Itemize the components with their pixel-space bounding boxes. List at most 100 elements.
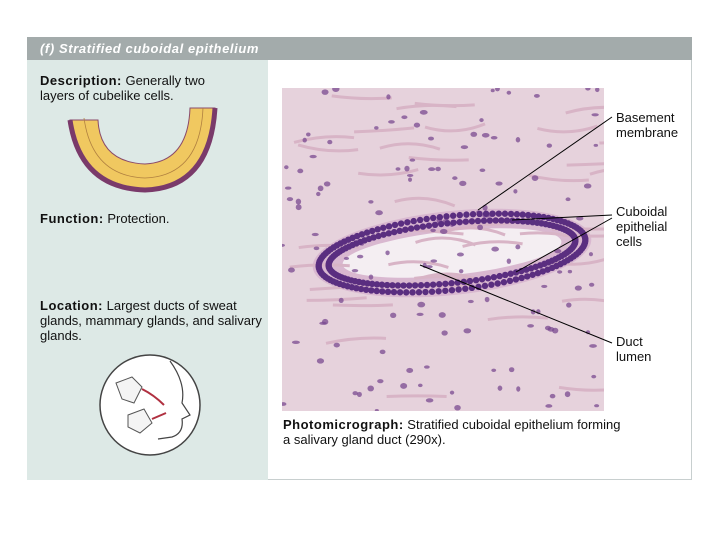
nucleus	[490, 88, 495, 93]
nucleus	[357, 254, 364, 259]
nucleus	[547, 326, 555, 332]
nucleus	[479, 168, 486, 172]
epithelial-nucleus	[489, 210, 496, 217]
epithelial-nucleus	[502, 271, 509, 279]
epithelial-nucleus	[449, 212, 457, 219]
nucleus	[491, 368, 497, 373]
nucleus	[460, 145, 469, 150]
fiber	[487, 315, 548, 322]
epithelial-nucleus	[456, 211, 464, 219]
epithelial-nucleus	[416, 216, 424, 224]
nucleus	[470, 131, 478, 137]
epithelial-nucleus	[490, 274, 498, 281]
nucleus	[576, 216, 584, 221]
nucleus	[338, 297, 344, 304]
nucleus	[430, 259, 438, 263]
nucleus	[406, 173, 414, 177]
epithelial-nucleus	[524, 218, 532, 225]
epithelial-nucleus	[385, 223, 393, 230]
epithelial-nucleus	[488, 281, 495, 288]
epithelial-nucleus	[389, 282, 396, 289]
nucleus	[385, 250, 390, 256]
epithelial-nucleus	[462, 218, 470, 225]
nucleus	[311, 232, 319, 237]
nucleus	[545, 404, 553, 408]
epithelial-nucleus	[430, 214, 437, 222]
nucleus	[406, 367, 414, 373]
fiber	[394, 196, 456, 208]
epithelial-nucleus	[410, 217, 417, 225]
nucleus	[566, 302, 572, 308]
epithelial-nucleus	[370, 234, 377, 241]
epithelial-nucleus	[495, 210, 502, 217]
nucleus	[356, 391, 362, 398]
epithelial-nucleus	[380, 231, 387, 238]
duct	[141, 388, 165, 406]
epithelial-nucleus	[507, 210, 515, 218]
gland	[127, 408, 153, 434]
nucleus	[413, 122, 421, 128]
nucleus	[549, 393, 556, 399]
nucleus	[428, 136, 434, 141]
nucleus	[379, 349, 386, 355]
nucleus	[481, 132, 490, 138]
location-label: Location:	[40, 298, 103, 313]
epithelial-nucleus	[496, 272, 503, 280]
epithelial-nucleus	[484, 275, 492, 282]
location-text: Largest ducts of sweat glands, mammary g…	[40, 298, 262, 343]
nucleus	[297, 168, 304, 174]
nucleus	[441, 330, 448, 336]
epithelial-nucleus	[374, 226, 381, 233]
nucleus	[282, 243, 285, 247]
nucleus	[343, 256, 350, 260]
nucleus	[375, 210, 383, 216]
epithelial-nucleus	[474, 217, 482, 225]
nucleus	[567, 269, 573, 274]
epithelial-nucleus	[456, 218, 463, 226]
epithelial-nucleus	[509, 217, 516, 224]
nucleus	[286, 197, 294, 202]
nucleus	[564, 391, 571, 398]
epithelial-nucleus	[406, 282, 413, 289]
nucleus	[467, 299, 474, 304]
nucleus	[332, 88, 340, 92]
nucleus	[409, 158, 416, 162]
location: Location: Largest ducts of sweat glands,…	[40, 298, 262, 343]
epithelial-nucleus	[478, 276, 486, 283]
nucleus	[417, 383, 423, 388]
epithelial-nucleus	[518, 274, 525, 282]
epithelial-nucleus	[411, 282, 419, 289]
description-label: Description:	[40, 73, 122, 88]
nucleus	[491, 246, 499, 252]
epithelial-nucleus	[472, 276, 480, 284]
nucleus	[316, 358, 325, 364]
nucleus	[459, 180, 467, 187]
epithelial-nucleus	[369, 227, 376, 235]
nucleus	[377, 379, 384, 384]
epithelial-nucleus	[423, 215, 430, 223]
fiber	[388, 260, 449, 269]
leader-line	[477, 116, 613, 211]
nucleus	[541, 284, 548, 288]
fiber	[589, 169, 604, 176]
nucleus	[557, 270, 563, 274]
epithelial-nucleus	[448, 280, 455, 287]
fiber	[354, 126, 415, 134]
nucleus	[497, 385, 503, 391]
epithelial-nucleus	[419, 223, 427, 230]
nucleus	[323, 181, 331, 187]
epithelial-nucleus	[437, 220, 445, 228]
epithelial-nucleus	[358, 231, 366, 238]
nucleus	[591, 374, 597, 379]
epithelial-nucleus	[498, 217, 505, 224]
epithelial-nucleus	[363, 229, 371, 236]
nucleus	[417, 301, 426, 308]
nucleus	[508, 367, 515, 373]
caption-text: Stratified cuboidal epithelium forming a…	[283, 417, 621, 447]
face-outline	[157, 360, 191, 440]
epithelial-nucleus	[539, 268, 547, 275]
nucleus	[386, 94, 391, 100]
epithelial-nucleus	[501, 210, 509, 217]
